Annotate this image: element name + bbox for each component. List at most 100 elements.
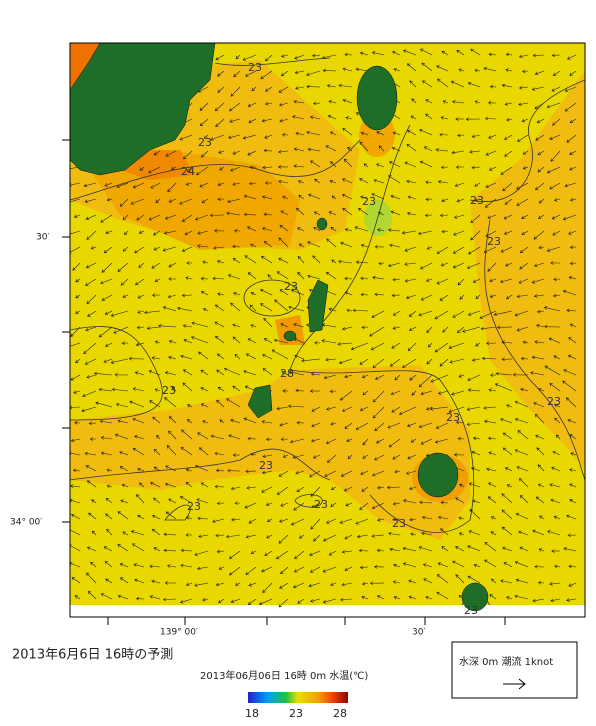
current-arrow [276, 486, 289, 495]
current-arrow [89, 437, 97, 441]
current-arrow [344, 228, 353, 232]
current-arrow [100, 451, 113, 456]
current-arrow [441, 229, 449, 234]
current-arrow [554, 417, 561, 424]
current-arrow [185, 468, 193, 472]
current-arrow [282, 454, 289, 458]
current-arrow [264, 181, 273, 185]
current-arrow [88, 512, 97, 520]
current-arrow [457, 133, 465, 138]
current-arrow [567, 354, 577, 360]
current-arrow [70, 484, 81, 488]
current-arrow [264, 54, 273, 62]
current-arrow [338, 358, 353, 365]
current-arrow [470, 466, 481, 472]
current-arrow [339, 390, 353, 401]
contour-label: 23 [187, 500, 201, 513]
current-arrow [90, 246, 97, 250]
current-arrow [419, 262, 433, 270]
current-arrow [428, 342, 433, 348]
current-arrow [369, 581, 385, 586]
current-arrow [359, 141, 369, 152]
current-arrow [338, 83, 353, 88]
current-arrow [279, 118, 289, 123]
current-arrow [454, 546, 465, 552]
current-arrow [372, 275, 385, 280]
current-arrow [483, 246, 497, 254]
current-arrow [425, 113, 433, 120]
current-arrow [278, 150, 289, 154]
current-arrow [232, 453, 241, 457]
current-arrow [243, 194, 257, 200]
current-arrow [439, 213, 449, 218]
colorbar-tick: 18 [245, 707, 259, 720]
contour-label: 23 [362, 195, 376, 208]
current-arrow [408, 326, 417, 332]
current-arrow [392, 277, 401, 282]
current-arrow [434, 438, 449, 444]
current-arrow [105, 513, 113, 520]
current-arrow [225, 534, 241, 539]
current-arrow [531, 86, 545, 91]
current-arrow [85, 214, 97, 220]
current-arrow [553, 277, 561, 282]
current-arrow [294, 550, 305, 559]
current-arrow [162, 246, 177, 252]
current-arrow [565, 397, 577, 408]
current-arrow [516, 182, 529, 190]
current-arrow [218, 150, 225, 154]
current-arrow [278, 518, 289, 523]
current-arrow [232, 150, 241, 155]
current-arrow [331, 195, 337, 200]
current-arrow [198, 351, 209, 360]
current-arrow [487, 496, 497, 504]
current-arrow [179, 598, 193, 604]
current-arrow [452, 560, 465, 568]
contour-label: 23 [248, 61, 262, 74]
current-arrow [70, 438, 81, 443]
current-arrow [212, 518, 225, 524]
current-arrow [248, 181, 257, 186]
current-arrow [290, 289, 305, 296]
current-arrow [390, 194, 401, 200]
current-arrow [378, 145, 385, 152]
current-arrow [389, 243, 401, 248]
current-arrow [146, 326, 161, 330]
current-arrow [440, 528, 449, 536]
current-arrow [235, 54, 241, 60]
current-arrow [357, 208, 369, 216]
current-arrow [393, 563, 401, 568]
current-arrow [82, 390, 97, 398]
current-arrow [235, 582, 241, 586]
current-arrow [467, 545, 481, 552]
current-arrow [308, 193, 321, 200]
current-arrow [522, 340, 529, 345]
current-arrow [518, 278, 529, 284]
current-arrow [138, 262, 145, 268]
current-arrow [439, 294, 449, 301]
current-arrow [546, 166, 561, 174]
current-arrow [262, 165, 273, 170]
current-arrow [154, 278, 161, 283]
current-arrow [149, 400, 161, 408]
current-arrow [521, 230, 529, 235]
current-arrow [471, 358, 481, 362]
current-arrow [293, 164, 305, 168]
current-arrow [459, 483, 465, 488]
current-arrow [347, 454, 353, 459]
current-arrow [234, 229, 241, 233]
current-arrow [230, 418, 241, 424]
current-arrow [470, 230, 481, 241]
current-arrow [244, 502, 257, 509]
current-arrow [230, 598, 241, 604]
current-arrow [200, 276, 209, 281]
current-arrow [562, 214, 577, 221]
current-arrow [569, 261, 577, 266]
current-arrow [276, 406, 289, 411]
current-arrow [214, 484, 225, 489]
current-arrow [371, 310, 385, 318]
current-arrow [106, 468, 113, 472]
current-arrow [373, 178, 385, 184]
current-arrow [232, 244, 241, 249]
current-arrow [363, 163, 369, 168]
